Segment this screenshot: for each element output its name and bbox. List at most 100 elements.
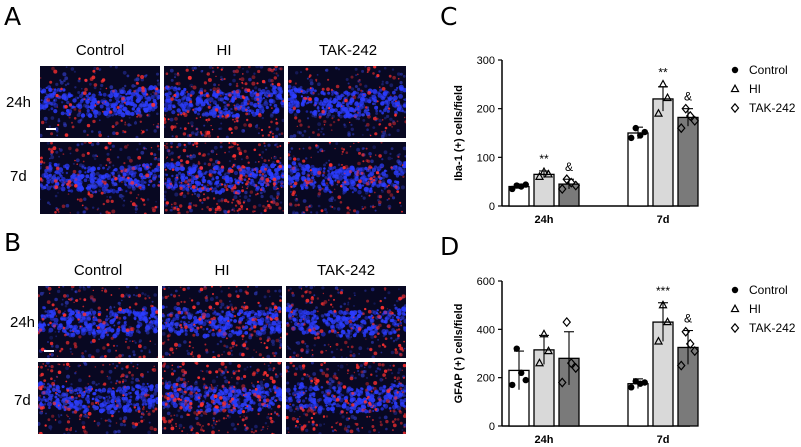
y-tick-label: 300 xyxy=(477,55,495,67)
significance-annotation: & xyxy=(684,312,692,326)
data-point-circle xyxy=(628,384,635,391)
legend-label-TAK-242: TAK-242 xyxy=(749,321,796,335)
panel-letter-a: A xyxy=(4,2,22,31)
legend-marker-circle xyxy=(731,286,739,294)
significance-annotation: & xyxy=(684,90,692,104)
bar-24h-Control xyxy=(508,185,530,207)
legend-marker-diamond xyxy=(730,322,740,334)
panel-a-column-control: Control xyxy=(75,42,125,59)
data-point-triangle xyxy=(658,300,668,309)
legend-marker-triangle xyxy=(730,83,740,93)
data-point-circle xyxy=(632,378,639,385)
panel-a-column-hi: HI xyxy=(216,42,232,59)
data-point-circle xyxy=(637,380,644,387)
micrograph-b-control-7d xyxy=(38,362,158,434)
data-point-circle xyxy=(513,182,520,189)
data-point-diamond xyxy=(566,358,576,369)
panel-b-column-hi: HI xyxy=(214,262,230,279)
micrograph-a-tak242-7d xyxy=(288,142,406,214)
micrograph-a-control-24h xyxy=(40,66,160,138)
panel-a-row-7d: 7d xyxy=(10,168,27,185)
data-point-circle xyxy=(632,124,639,132)
panel-b-row-24h: 24h xyxy=(10,314,36,331)
significance-annotation: ** xyxy=(539,152,549,166)
y-tick-label: 0 xyxy=(489,421,495,433)
data-point-diamond xyxy=(681,103,691,114)
significance-annotation: ** xyxy=(658,65,668,79)
micrograph-a-hi-24h xyxy=(164,66,284,138)
data-point-circle xyxy=(641,128,648,136)
x-tick-label-24h: 24h xyxy=(535,214,554,226)
data-point-triangle xyxy=(662,316,673,326)
data-point-triangle xyxy=(539,329,549,338)
micrograph-a-tak242-24h xyxy=(288,66,406,138)
data-point-triangle xyxy=(653,108,664,117)
legend-marker-diamond xyxy=(730,102,740,114)
data-point-circle xyxy=(641,379,648,386)
data-point-diamond xyxy=(685,110,695,122)
significance-annotation: *** xyxy=(656,284,670,298)
y-axis-label: GFAP (+) cells/field xyxy=(453,304,465,404)
data-point-triangle xyxy=(539,166,549,176)
panel-a-row-24h: 24h xyxy=(6,94,32,111)
micrograph-b-hi-24h xyxy=(162,286,282,358)
data-point-diamond xyxy=(571,362,581,374)
data-point-triangle xyxy=(662,92,673,102)
panel-a-column-tak242: TAK-242 xyxy=(318,42,378,59)
data-point-diamond xyxy=(562,316,572,328)
panel-b-column-tak242: TAK-242 xyxy=(316,262,376,279)
bar-7d-HI xyxy=(652,321,674,427)
bar-24h-Control xyxy=(508,369,530,427)
x-tick-label-7d: 7d xyxy=(657,434,670,446)
micrograph-a-control-7d xyxy=(40,142,160,214)
panel-b-column-control: Control xyxy=(73,262,123,279)
panel-letter-d: D xyxy=(440,232,460,261)
micrograph-b-control-24h xyxy=(38,286,158,358)
legend-label-Control: Control xyxy=(749,63,788,77)
data-point-triangle xyxy=(534,358,545,367)
micrograph-b-tak242-24h xyxy=(286,286,406,358)
x-tick-label-7d: 7d xyxy=(657,214,670,226)
y-tick-label: 400 xyxy=(477,324,495,336)
legend-label-TAK-242: TAK-242 xyxy=(749,101,796,115)
legend-label-HI: HI xyxy=(749,82,761,96)
bar-7d-HI xyxy=(652,98,674,207)
panel-letter-b: B xyxy=(4,228,22,257)
legend-label-Control: Control xyxy=(749,283,788,297)
data-point-triangle xyxy=(653,336,664,345)
panel-b-row-7d: 7d xyxy=(14,392,31,409)
micrograph-a-hi-7d xyxy=(164,142,284,214)
data-point-circle xyxy=(518,369,525,377)
data-point-circle xyxy=(637,132,644,139)
y-tick-label: 100 xyxy=(477,152,495,164)
data-point-diamond xyxy=(690,345,700,357)
data-point-circle xyxy=(513,345,520,352)
bar-24h-TAK-242 xyxy=(558,357,580,427)
x-tick-label-24h: 24h xyxy=(535,434,554,446)
y-tick-label: 200 xyxy=(477,104,495,116)
data-point-circle xyxy=(522,181,529,188)
data-point-diamond xyxy=(690,115,700,126)
data-point-circle xyxy=(628,134,635,142)
data-point-triangle xyxy=(534,171,545,180)
data-point-diamond xyxy=(681,326,691,337)
scale-bar-a xyxy=(46,128,56,130)
bar-7d-Control xyxy=(627,383,649,427)
y-tick-label: 0 xyxy=(489,201,495,213)
data-point-triangle xyxy=(658,79,668,88)
legend-marker-circle xyxy=(731,66,739,74)
data-point-diamond xyxy=(557,183,567,195)
significance-annotation: & xyxy=(565,160,573,174)
legend-marker-triangle xyxy=(730,303,740,313)
data-point-triangle xyxy=(543,345,554,355)
data-point-circle xyxy=(509,185,516,193)
legend-label-HI: HI xyxy=(749,302,761,316)
y-tick-label: 200 xyxy=(477,373,495,385)
scale-bar-b xyxy=(44,350,54,352)
data-point-circle xyxy=(522,376,529,384)
micrograph-b-hi-7d xyxy=(162,362,282,434)
data-point-circle xyxy=(518,183,525,190)
micrograph-b-tak242-7d xyxy=(286,362,406,434)
data-point-diamond xyxy=(676,123,686,134)
bar-24h-HI xyxy=(533,173,555,207)
